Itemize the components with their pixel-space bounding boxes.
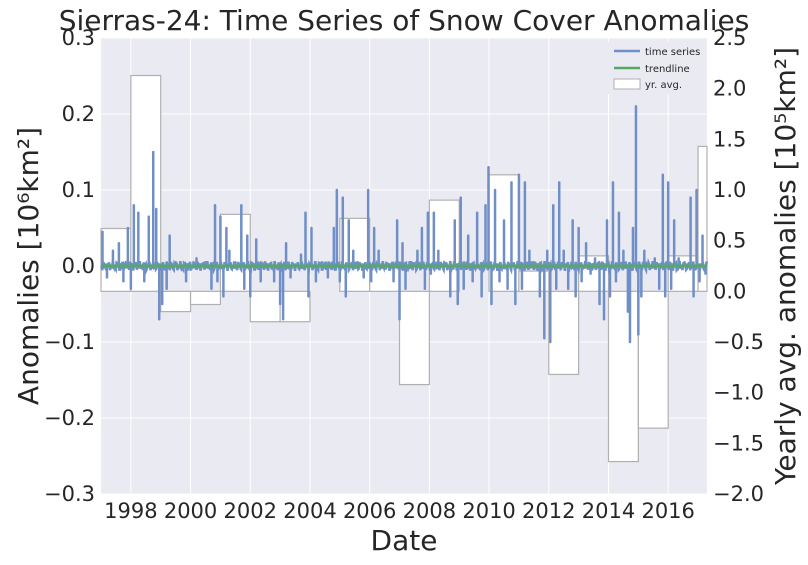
yearly-average-bar bbox=[339, 217, 371, 292]
y-right-tick-label: 1.5 bbox=[713, 127, 746, 151]
legend: time series trendline yr. avg. bbox=[608, 42, 703, 94]
y-right-tick-label: 1.0 bbox=[713, 178, 746, 202]
yearly-average-bar bbox=[219, 213, 251, 292]
y-right-axis-label: Yearly avg. anomalies [10⁵km²] bbox=[769, 47, 802, 486]
x-tick-label: 2008 bbox=[403, 499, 456, 523]
x-tick-label: 2006 bbox=[343, 499, 396, 523]
legend-label-yearly-average: yr. avg. bbox=[645, 80, 682, 91]
x-tick-labels: 1998 2000 2002 2004 2006 2008 2010 2012 2014 2016 bbox=[104, 499, 695, 523]
x-tick-label: 1998 bbox=[104, 499, 157, 523]
y-tick-label: −0.2 bbox=[44, 406, 95, 430]
x-tick-label: 2012 bbox=[522, 499, 575, 523]
y-right-tick-label: −1.0 bbox=[713, 381, 764, 405]
yearly-average-bar bbox=[518, 270, 550, 292]
yearly-average-bars bbox=[100, 74, 708, 463]
y-tick-label: 0.3 bbox=[62, 26, 95, 50]
x-tick-label: 2000 bbox=[164, 499, 217, 523]
y-tick-labels: −0.3 −0.2 −0.1 0.0 0.1 0.2 0.3 bbox=[44, 26, 95, 506]
y-right-tick-label: 0.0 bbox=[713, 279, 746, 303]
yearly-average-bar bbox=[160, 290, 192, 313]
x-axis-label: Date bbox=[371, 524, 438, 557]
y-right-tick-label: −2.0 bbox=[713, 482, 764, 506]
y-right-tick-label: 2.5 bbox=[713, 26, 746, 50]
yearly-average-bar bbox=[398, 290, 430, 386]
legend-label-time-series: time series bbox=[645, 47, 700, 58]
y-tick-label: 0.0 bbox=[62, 254, 95, 278]
x-tick-label: 2004 bbox=[283, 499, 336, 523]
y-right-tick-label: 2.0 bbox=[713, 77, 746, 101]
legend-swatch-yearly-average bbox=[613, 78, 641, 90]
x-tick-label: 2010 bbox=[462, 499, 515, 523]
yearly-average-bar bbox=[697, 145, 708, 292]
y-right-tick-label: −1.5 bbox=[713, 431, 764, 455]
x-tick-label: 2014 bbox=[582, 499, 635, 523]
yearly-average-bar bbox=[279, 290, 311, 323]
y-tick-label: −0.1 bbox=[44, 330, 95, 354]
x-tick-label: 2016 bbox=[641, 499, 694, 523]
time-series-lines bbox=[100, 105, 709, 344]
x-tick-label: 2002 bbox=[224, 499, 277, 523]
yearly-average-bar bbox=[548, 290, 580, 376]
y-right-tick-label: 0.5 bbox=[713, 229, 746, 253]
yearly-average-bar bbox=[607, 290, 639, 463]
chart-title: Sierras-24: Time Series of Snow Cover An… bbox=[59, 4, 750, 37]
yearly-average-bar bbox=[100, 227, 132, 292]
y-tick-label: 0.2 bbox=[62, 102, 95, 126]
legend-label-trendline: trendline bbox=[645, 64, 690, 75]
yearly-average-bar bbox=[189, 290, 222, 306]
y-right-tick-label: −0.5 bbox=[713, 330, 764, 354]
y-right-tick-labels: −2.0 −1.5 −1.0 −0.5 0.0 0.5 1.0 1.5 2.0 2.5 bbox=[713, 26, 764, 506]
yearly-average-bar bbox=[637, 290, 669, 429]
yearly-average-bar bbox=[249, 290, 281, 323]
y-tick-label: 0.1 bbox=[62, 178, 95, 202]
y-tick-label: −0.3 bbox=[44, 482, 95, 506]
y-axis-label: Anomalies [10⁶km²] bbox=[12, 127, 45, 405]
